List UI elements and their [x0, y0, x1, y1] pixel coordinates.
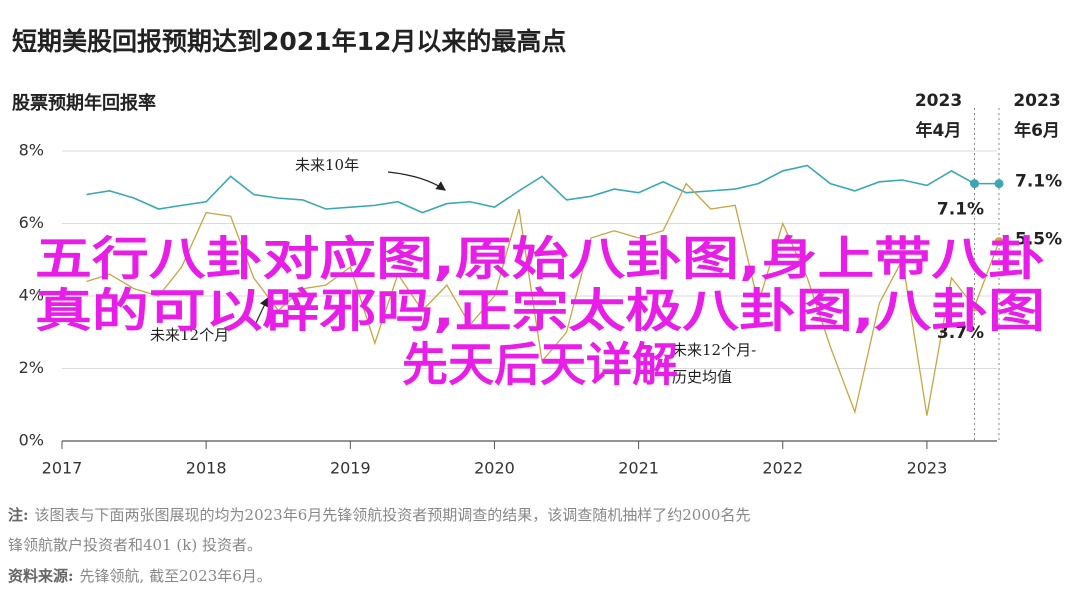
marker-label: 年6月	[1014, 120, 1060, 141]
y-tick-label: 4%	[19, 286, 44, 305]
x-tick-label: 2022	[762, 459, 803, 478]
value-label: 5.5%	[1015, 230, 1062, 250]
y-tick-label: 6%	[19, 213, 44, 232]
end-point	[969, 179, 979, 189]
footnote-text: 该图表与下面两张图展现的均为2023年6月先锋领航投资者预期调查的结果，该调查随…	[35, 506, 751, 524]
end-point	[994, 237, 1004, 247]
end-point	[969, 302, 979, 312]
source: 资料来源: 先锋领航, 截至2023年6月。	[8, 567, 272, 585]
x-tick-label: 2019	[330, 459, 371, 478]
source-label: 资料来源:	[8, 567, 74, 585]
footnote: 注: 该图表与下面两张图展现的均为2023年6月先锋领航投资者预期调查的结果，该调…	[8, 506, 750, 524]
y-tick-label: 8%	[19, 141, 44, 160]
series-annotation: 未来10年	[295, 156, 359, 174]
chart-subtitle: 股票预期年回报率	[11, 92, 156, 114]
x-tick-label: 2020	[474, 459, 515, 478]
annotation-arrow	[254, 296, 269, 326]
marker-label: 年4月	[916, 120, 962, 141]
marker-label: 2023	[915, 91, 962, 111]
overlay-text: 五行八卦对应图,原始八卦图,身上带八卦	[35, 232, 1045, 286]
value-label: 7.1%	[1015, 172, 1062, 192]
annotation: 历史均值	[672, 368, 732, 386]
series-line	[86, 182, 1000, 416]
y-tick-label: 0%	[19, 431, 44, 450]
series-annotation: 未来12个月	[150, 326, 229, 344]
annotation: 未来12个月-	[672, 341, 756, 359]
source-text: 先锋领航, 截至2023年6月。	[80, 567, 272, 585]
x-tick-label: 2018	[186, 459, 227, 478]
chart-title: 短期美股回报预期达到2021年12月以来的最高点	[12, 27, 566, 56]
overlay-text: 先天后天详解	[402, 338, 678, 392]
x-tick-label: 2017	[42, 459, 83, 478]
footnote-label: 注:	[8, 506, 29, 524]
value-label: 3.7%	[937, 323, 984, 343]
annotation-arrow	[387, 171, 446, 191]
overlay-text: 真的可以辟邪吗,正宗太极八卦图,八卦图	[35, 284, 1045, 338]
end-point	[994, 179, 1004, 189]
x-tick-label: 2023	[907, 459, 948, 478]
marker-label: 2023	[1013, 91, 1060, 111]
value-label: 7.1%	[937, 200, 984, 220]
series-line	[86, 164, 999, 214]
footnote: 锋领航散户投资者和401 (k) 投资者。	[8, 536, 262, 554]
y-tick-label: 2%	[19, 358, 44, 377]
x-tick-label: 2021	[618, 459, 659, 478]
